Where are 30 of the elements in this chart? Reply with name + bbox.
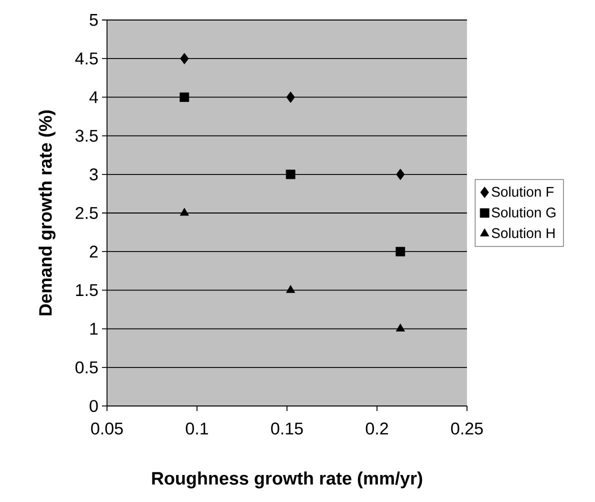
y-tick-label: 0.5 [75,361,98,374]
point [286,170,296,180]
x-axis-title: Roughness growth rate (mm/yr) [152,472,422,488]
legend-label: Solution G [492,207,556,218]
y-tick-label: 5 [90,14,98,26]
x-tick-label: 0.2 [366,422,388,435]
point [180,52,189,64]
x-tick-label: 0.1 [186,422,208,435]
y-tick-label: 4 [89,91,98,104]
point [180,208,189,216]
x-tick-label: 0.05 [91,422,123,435]
legend-label: Solution H [492,228,555,238]
point [396,246,406,256]
y-tick-label: 1 [90,322,98,335]
y-tick-label: 0 [90,400,98,412]
y-tick-label: 2.5 [76,206,98,220]
y-tick-label: 3.5 [75,130,98,142]
point [286,91,295,103]
legend-label: Solution F [492,186,554,197]
x-tick-label: 0.25 [451,422,483,435]
point [180,92,190,102]
y-tick-label: 1.5 [76,284,98,296]
point [396,324,405,332]
point [396,168,405,180]
y-axis-title: Demand growth rate (%) [38,110,56,316]
y-tick-label: 4.5 [75,52,98,65]
y-tick-label: 3 [90,168,98,180]
y-tick-label: 2 [90,246,98,258]
point [286,284,296,293]
x-tick-label: 0.15 [271,422,303,435]
